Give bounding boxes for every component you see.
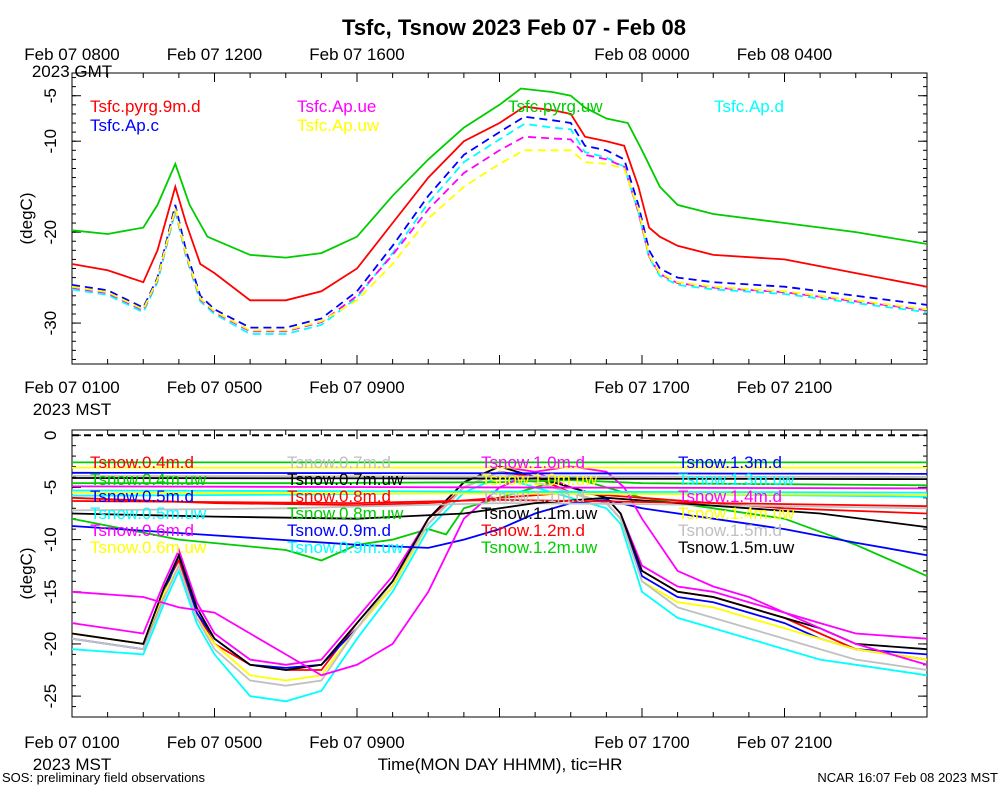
x-tick-label-bottom: Feb 07 0100 — [24, 378, 119, 397]
series-line-Tsnow.1.3m.uw — [71, 489, 928, 494]
series-line-Tsnow.1.0m.d — [71, 465, 928, 677]
x-tick-label-bottom: Feb 07 0500 — [167, 733, 262, 752]
x-tick-sublabel-bottom: 2023 MST — [33, 400, 111, 419]
series-line-Tsfc.Ap.c — [71, 115, 928, 329]
x-tick-label-top: Feb 07 0800 — [24, 45, 119, 64]
x-tick-label-bottom: Feb 07 0100 — [24, 733, 119, 752]
x-tick-label-bottom: Feb 07 1700 — [594, 378, 689, 397]
legend-entry-Tsnow.0.8m.d: Tsnow.0.8m.d — [287, 487, 391, 506]
legend-entry-Tsnow.0.5m.uw: Tsnow.0.5m.uw — [90, 504, 207, 523]
legend-entry-Tsfc.Ap.ue: Tsfc.Ap.ue — [297, 97, 376, 116]
x-tick-sublabel-top: 2023 GMT — [32, 62, 112, 81]
series-line-Tsnow.0.5m.uw — [71, 476, 928, 703]
x-tick-sublabel-bottom: 2023 MST — [33, 755, 111, 774]
legend-entry-Tsnow.0.8m.uw: Tsnow.0.8m.uw — [287, 504, 404, 523]
x-tick-label-bottom: Feb 07 2100 — [737, 378, 832, 397]
y-tick-label: -20 — [41, 632, 60, 657]
series-line-Tsfc.pyrg.uw — [71, 87, 928, 259]
y-tick-label: -10 — [41, 527, 60, 552]
legend-entry-Tsnow.1.2m.d: Tsnow.1.2m.d — [481, 521, 585, 540]
series-line-Tsnow.0.8m.uw — [72, 479, 928, 487]
series-line-Tsnow.0.7m.uw — [71, 465, 928, 671]
x-tick-label-top: Feb 08 0400 — [737, 45, 832, 64]
x-tick-label-bottom: Feb 07 0900 — [309, 378, 404, 397]
y-tick-label: -15 — [41, 579, 60, 604]
legend-entry-Tsnow.0.6m.d: Tsnow.0.6m.d — [90, 521, 194, 540]
y-tick-label: 0 — [41, 430, 60, 439]
legend-entry-Tsnow.0.6m.uw: Tsnow.0.6m.uw — [90, 538, 207, 557]
legend-entry-Tsnow.0.9m.uw: Tsnow.0.9m.uw — [287, 538, 404, 557]
y-axis-label: (degC) — [17, 193, 36, 245]
series-line-Tsfc.pyrg.9m.d — [71, 105, 928, 302]
legend-entry-Tsnow.1.5m.d: Tsnow.1.5m.d — [678, 521, 782, 540]
legend-entry-Tsnow.1.0m.uw: Tsnow.1.0m.uw — [481, 470, 598, 489]
x-tick-label-top: Feb 07 1600 — [309, 45, 404, 64]
legend-entry-Tsfc.Ap.c: Tsfc.Ap.c — [90, 116, 159, 135]
y-tick-label: -10 — [41, 129, 60, 154]
x-tick-label-top: Feb 08 0000 — [594, 45, 689, 64]
chart-title: Tsfc, Tsnow 2023 Feb 07 - Feb 08 — [342, 15, 686, 40]
y-tick-label: -20 — [41, 220, 60, 245]
legend-entry-Tsnow.1.0m.d: Tsnow.1.0m.d — [481, 453, 585, 472]
legend-entry-Tsnow.1.4m.uw: Tsnow.1.4m.uw — [678, 504, 795, 523]
series-line-Tsnow.1.1m.d — [71, 502, 928, 512]
legend-entry-Tsnow.1.5m.uw: Tsnow.1.5m.uw — [678, 538, 795, 557]
x-tick-label-bottom: Feb 07 0500 — [167, 378, 262, 397]
legend-entry-Tsnow.1.2m.uw: Tsnow.1.2m.uw — [481, 538, 598, 557]
legend-entry-Tsnow.1.3m.uw: Tsnow.1.3m.uw — [678, 470, 795, 489]
x-tick-label-bottom: Feb 07 0900 — [309, 733, 404, 752]
legend-entry-Tsnow.0.4m.uw: Tsnow.0.4m.uw — [90, 470, 207, 489]
series-line-Tsnow.1.4m.uw — [71, 491, 928, 496]
legend-entry-Tsfc.Ap.uw: Tsfc.Ap.uw — [297, 116, 380, 135]
series-line-Tsnow.1.4m.d — [71, 485, 928, 490]
footer-left: SOS: preliminary field observations — [2, 770, 206, 785]
legend-entry-Tsnow.0.9m.d: Tsnow.0.9m.d — [287, 521, 391, 540]
y-tick-label: -5 — [41, 88, 60, 103]
series-line-Tsnow.0.7m.d — [71, 470, 928, 687]
series-line-Tsfc.Ap.uw — [71, 149, 928, 332]
series-line-Tsnow.1.3m.d — [71, 471, 928, 475]
legend-entry-Tsfc.pyrg.uw: Tsfc.pyrg.uw — [508, 97, 603, 116]
series-line-Tsfc.Ap.d — [71, 122, 928, 335]
x-tick-label-bottom: Feb 07 1700 — [594, 733, 689, 752]
series-line-Tsnow.1.2m.d — [71, 498, 928, 508]
series-line-Tsnow.1.5m.uw — [71, 477, 928, 481]
legend-entry-Tsnow.0.4m.d: Tsnow.0.4m.d — [90, 453, 194, 472]
legend-entry-Tsnow.0.5m.d: Tsnow.0.5m.d — [90, 487, 194, 506]
y-tick-label: -30 — [41, 311, 60, 336]
x-axis-label: Time(MON DAY HHMM), tic=HR — [378, 755, 623, 774]
footer-right: NCAR 16:07 Feb 08 2023 MST — [817, 770, 998, 785]
plot-frame — [71, 72, 928, 365]
legend-entry-Tsfc.pyrg.9m.d: Tsfc.pyrg.9m.d — [90, 97, 201, 116]
legend-entry-Tsnow.0.7m.uw: Tsnow.0.7m.uw — [287, 470, 404, 489]
legend-entry-Tsfc.Ap.d: Tsfc.Ap.d — [714, 97, 784, 116]
tsnow-panel: 0 -5 -10 -15 -20 -25 (degC) Feb 07 0100 2023 MST… — [17, 429, 928, 774]
legend-entry-Tsnow.1.3m.d: Tsnow.1.3m.d — [678, 453, 782, 472]
legend-entry-Tsnow.1.1m.d: Tsnow.1.1m.d — [481, 487, 585, 506]
x-tick-label-bottom: Feb 07 2100 — [737, 733, 832, 752]
legend-entry-Tsnow.1.1m.uw: Tsnow.1.1m.uw — [481, 504, 598, 523]
legend-entry-Tsnow.0.7m.d: Tsnow.0.7m.d — [287, 453, 391, 472]
y-axis-label: (degC) — [17, 548, 36, 600]
y-tick-label: -25 — [41, 684, 60, 709]
series-line-Tsnow.1.5m.d — [71, 474, 928, 478]
series-line-Tsnow.0.9m.d — [71, 498, 928, 557]
y-tick-label: -5 — [41, 480, 60, 495]
legend-entry-Tsnow.1.4m.d: Tsnow.1.4m.d — [678, 487, 782, 506]
series-line-Tsfc.Ap.ue — [71, 135, 928, 333]
x-tick-label-top: Feb 07 1200 — [167, 45, 262, 64]
